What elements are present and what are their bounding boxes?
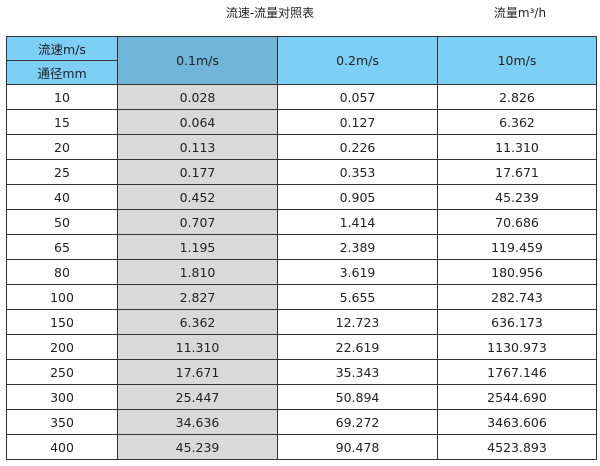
flow-cell: 90.478 [277, 434, 438, 460]
diameter-cell: 100 [6, 284, 118, 310]
flow-cell: 70.686 [437, 209, 597, 235]
flow-cell: 6.362 [437, 109, 597, 135]
flow-cell: 282.743 [437, 284, 597, 310]
flow-cell: 3.619 [277, 259, 438, 285]
diameter-cell: 10 [6, 84, 118, 110]
flow-cell: 34.636 [117, 409, 278, 435]
column-header: 10m/s [437, 36, 597, 85]
flow-cell: 0.353 [277, 159, 438, 185]
table-row: 40 0.452 0.905 45.239 [6, 184, 597, 210]
flow-cell: 0.905 [277, 184, 438, 210]
flow-cell: 17.671 [117, 359, 278, 385]
table-row: 300 25.447 50.894 2544.690 [6, 384, 597, 410]
table-row: 15 0.064 0.127 6.362 [6, 109, 597, 135]
table-row: 400 45.239 90.478 4523.893 [6, 434, 597, 460]
column-header: 0.2m/s [277, 36, 438, 85]
flow-cell: 180.956 [437, 259, 597, 285]
flow-cell: 0.064 [117, 109, 278, 135]
speed-header: 流速m/s [6, 36, 118, 61]
flow-cell: 2.389 [277, 234, 438, 260]
flow-cell: 1.195 [117, 234, 278, 260]
flow-cell: 0.452 [117, 184, 278, 210]
table-row: 350 34.636 69.272 3463.606 [6, 409, 597, 435]
flow-cell: 0.226 [277, 134, 438, 160]
flow-cell: 17.671 [437, 159, 597, 185]
flow-cell: 45.239 [437, 184, 597, 210]
table-row: 250 17.671 35.343 1767.146 [6, 359, 597, 385]
diameter-cell: 350 [6, 409, 118, 435]
flow-cell: 12.723 [277, 309, 438, 335]
flow-cell: 0.028 [117, 84, 278, 110]
flow-cell: 11.310 [117, 334, 278, 360]
diameter-cell: 50 [6, 209, 118, 235]
diameter-cell: 300 [6, 384, 118, 410]
table-title: 流速-流量对照表 [225, 6, 315, 20]
diameter-cell: 65 [6, 234, 118, 260]
diameter-cell: 200 [6, 334, 118, 360]
table-row: 10 0.028 0.057 2.826 [6, 84, 597, 110]
diameter-cell: 25 [6, 159, 118, 185]
flow-cell: 4523.893 [437, 434, 597, 460]
table-row: 150 6.362 12.723 636.173 [6, 309, 597, 335]
flow-rate-table: 流速m/s 0.1m/s 0.2m/s 10m/s 通径mm 10 0.028 0.… [6, 36, 597, 460]
flow-cell: 0.113 [117, 134, 278, 160]
flow-cell: 25.447 [117, 384, 278, 410]
column-header: 0.1m/s [117, 36, 278, 85]
flow-cell: 2544.690 [437, 384, 597, 410]
diameter-cell: 20 [6, 134, 118, 160]
table-row: 25 0.177 0.353 17.671 [6, 159, 597, 185]
flow-cell: 0.057 [277, 84, 438, 110]
diameter-cell: 400 [6, 434, 118, 460]
table-row: 100 2.827 5.655 282.743 [6, 284, 597, 310]
flow-cell: 6.362 [117, 309, 278, 335]
diameter-cell: 80 [6, 259, 118, 285]
flow-cell: 2.826 [437, 84, 597, 110]
flow-cell: 1.810 [117, 259, 278, 285]
diameter-cell: 250 [6, 359, 118, 385]
flow-cell: 636.173 [437, 309, 597, 335]
table-row: 200 11.310 22.619 1130.973 [6, 334, 597, 360]
table-row: 65 1.195 2.389 119.459 [6, 234, 597, 260]
flow-cell: 35.343 [277, 359, 438, 385]
flow-cell: 50.894 [277, 384, 438, 410]
table-row: 50 0.707 1.414 70.686 [6, 209, 597, 235]
flow-cell: 11.310 [437, 134, 597, 160]
flow-cell: 5.655 [277, 284, 438, 310]
flow-cell: 0.707 [117, 209, 278, 235]
flow-cell: 1767.146 [437, 359, 597, 385]
diameter-header: 通径mm [6, 60, 118, 85]
flow-cell: 1130.973 [437, 334, 597, 360]
flow-cell: 45.239 [117, 434, 278, 460]
flow-cell: 119.459 [437, 234, 597, 260]
flow-cell: 1.414 [277, 209, 438, 235]
diameter-cell: 40 [6, 184, 118, 210]
diameter-cell: 15 [6, 109, 118, 135]
table-row: 20 0.113 0.226 11.310 [6, 134, 597, 160]
flow-cell: 0.177 [117, 159, 278, 185]
flow-cell: 22.619 [277, 334, 438, 360]
flow-cell: 0.127 [277, 109, 438, 135]
unit-label: 流量m³/h [493, 6, 547, 20]
diameter-cell: 150 [6, 309, 118, 335]
table-row: 80 1.810 3.619 180.956 [6, 259, 597, 285]
flow-cell: 3463.606 [437, 409, 597, 435]
flow-cell: 69.272 [277, 409, 438, 435]
flow-cell: 2.827 [117, 284, 278, 310]
